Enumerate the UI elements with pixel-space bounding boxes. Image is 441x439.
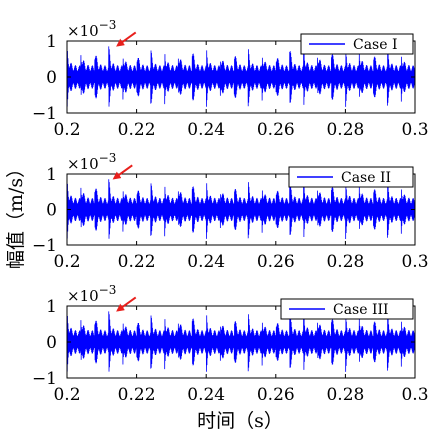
x-tick-label: 0.26 bbox=[257, 385, 295, 405]
x-tick-label: 0.3 bbox=[401, 252, 428, 272]
y-tick-label: −1 bbox=[32, 236, 57, 256]
y-exponent: ×10−3 bbox=[67, 283, 116, 305]
x-tick-label: 0.3 bbox=[401, 120, 428, 140]
y-tick-label: 0 bbox=[46, 201, 57, 221]
x-axis-label: 时间（s） bbox=[197, 410, 283, 432]
subplot-1: 0.2 0.22 0.24 0.26 0.28 0.3 1 0 −1 ×10−3 Case I bbox=[32, 18, 429, 140]
legend-box bbox=[280, 298, 414, 320]
x-tick-label: 0.24 bbox=[187, 385, 225, 405]
y-tick-label: 1 bbox=[46, 32, 57, 52]
x-tick-label: 0.28 bbox=[326, 385, 364, 405]
x-tick-label: 0.24 bbox=[187, 120, 225, 140]
annotation-arrow bbox=[116, 296, 137, 312]
y-axis-label: 幅值（m/s） bbox=[5, 159, 27, 269]
legend: Case III bbox=[280, 298, 414, 320]
x-tick-label: 0.28 bbox=[326, 120, 364, 140]
legend-box bbox=[288, 166, 414, 188]
y-exponent: ×10−3 bbox=[67, 151, 116, 173]
x-tick-label: 0.22 bbox=[118, 385, 156, 405]
x-tick-label: 0.26 bbox=[257, 252, 295, 272]
legend-label: Case II bbox=[341, 170, 391, 186]
annotation-arrow bbox=[116, 31, 137, 47]
x-tick-label: 0.22 bbox=[118, 252, 156, 272]
y-exponent: ×10−3 bbox=[67, 18, 116, 40]
x-tick-label: 0.2 bbox=[53, 385, 80, 405]
y-tick-label: −1 bbox=[32, 104, 57, 124]
annotation-arrow bbox=[112, 164, 133, 180]
legend-box bbox=[300, 33, 414, 55]
x-tick-label: 0.3 bbox=[401, 385, 428, 405]
legend: Case I bbox=[300, 33, 414, 55]
signal-trace bbox=[66, 177, 416, 240]
signal-trace bbox=[66, 44, 416, 107]
legend-label: Case III bbox=[333, 302, 389, 318]
y-tick-label: 1 bbox=[46, 165, 57, 185]
legend-label: Case I bbox=[353, 37, 398, 53]
x-tick-label: 0.22 bbox=[118, 120, 156, 140]
y-tick-label: 0 bbox=[46, 333, 57, 353]
y-tick-label: 1 bbox=[46, 297, 57, 317]
signal-trace bbox=[66, 309, 416, 372]
subplot-3: 0.2 0.22 0.24 0.26 0.28 0.3 1 0 −1 ×10−3 Case III bbox=[32, 283, 429, 405]
x-tick-label: 0.28 bbox=[326, 252, 364, 272]
x-tick-label: 0.24 bbox=[187, 252, 225, 272]
legend: Case II bbox=[288, 166, 414, 188]
x-tick-label: 0.26 bbox=[257, 120, 295, 140]
x-tick-label: 0.2 bbox=[53, 120, 80, 140]
y-tick-label: −1 bbox=[32, 369, 57, 389]
subplot-2: 0.2 0.22 0.24 0.26 0.28 0.3 1 0 −1 ×10−3 Case II bbox=[32, 151, 429, 272]
y-tick-label: 0 bbox=[46, 68, 57, 88]
x-tick-label: 0.2 bbox=[53, 252, 80, 272]
